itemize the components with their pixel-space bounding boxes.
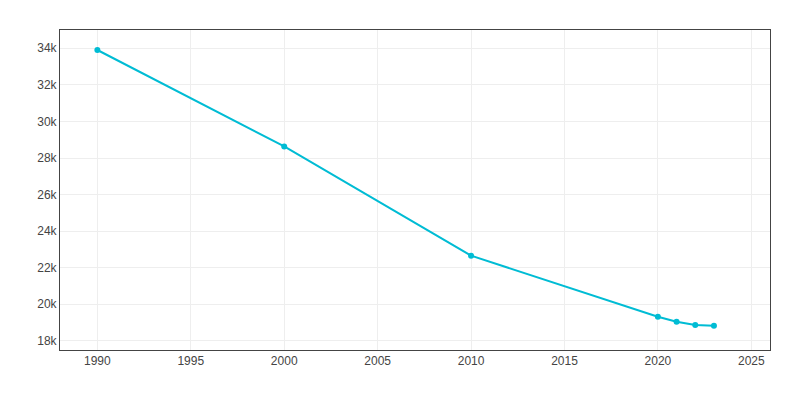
svg-text:1990: 1990 — [84, 354, 111, 368]
svg-text:2020: 2020 — [645, 354, 672, 368]
svg-text:1995: 1995 — [177, 354, 204, 368]
svg-text:26k: 26k — [37, 188, 57, 202]
svg-text:34k: 34k — [37, 41, 57, 55]
svg-text:30k: 30k — [37, 115, 57, 129]
svg-text:20k: 20k — [37, 297, 57, 311]
svg-text:32k: 32k — [37, 78, 57, 92]
svg-text:18k: 18k — [37, 334, 57, 348]
svg-text:2010: 2010 — [458, 354, 485, 368]
svg-text:2025: 2025 — [738, 354, 765, 368]
svg-text:28k: 28k — [37, 151, 57, 165]
svg-text:2015: 2015 — [551, 354, 578, 368]
svg-text:2005: 2005 — [364, 354, 391, 368]
svg-text:24k: 24k — [37, 224, 57, 238]
svg-text:2000: 2000 — [271, 354, 298, 368]
svg-text:22k: 22k — [37, 261, 57, 275]
